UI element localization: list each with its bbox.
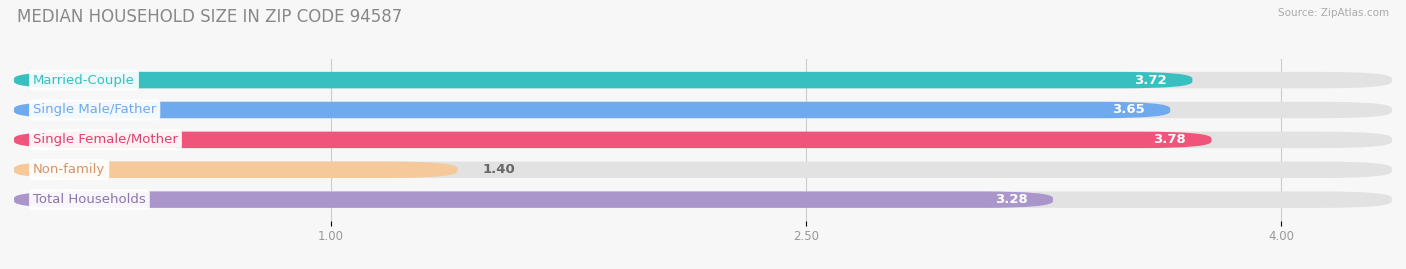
Text: Single Female/Mother: Single Female/Mother (34, 133, 179, 146)
Text: 3.78: 3.78 (1153, 133, 1187, 146)
Text: MEDIAN HOUSEHOLD SIZE IN ZIP CODE 94587: MEDIAN HOUSEHOLD SIZE IN ZIP CODE 94587 (17, 8, 402, 26)
FancyBboxPatch shape (14, 192, 1392, 208)
Text: Source: ZipAtlas.com: Source: ZipAtlas.com (1278, 8, 1389, 18)
Text: Non-family: Non-family (34, 163, 105, 176)
Text: 1.40: 1.40 (482, 163, 516, 176)
FancyBboxPatch shape (14, 162, 1392, 178)
FancyBboxPatch shape (14, 72, 1192, 88)
FancyBboxPatch shape (14, 102, 1392, 118)
FancyBboxPatch shape (14, 132, 1212, 148)
Text: 3.72: 3.72 (1135, 74, 1167, 87)
Text: 3.28: 3.28 (995, 193, 1028, 206)
FancyBboxPatch shape (14, 132, 1392, 148)
FancyBboxPatch shape (14, 162, 457, 178)
FancyBboxPatch shape (14, 102, 1170, 118)
Text: 3.65: 3.65 (1112, 104, 1144, 116)
Text: Total Households: Total Households (34, 193, 146, 206)
Text: Married-Couple: Married-Couple (34, 74, 135, 87)
FancyBboxPatch shape (14, 72, 1392, 88)
FancyBboxPatch shape (14, 192, 1053, 208)
Text: Single Male/Father: Single Male/Father (34, 104, 156, 116)
